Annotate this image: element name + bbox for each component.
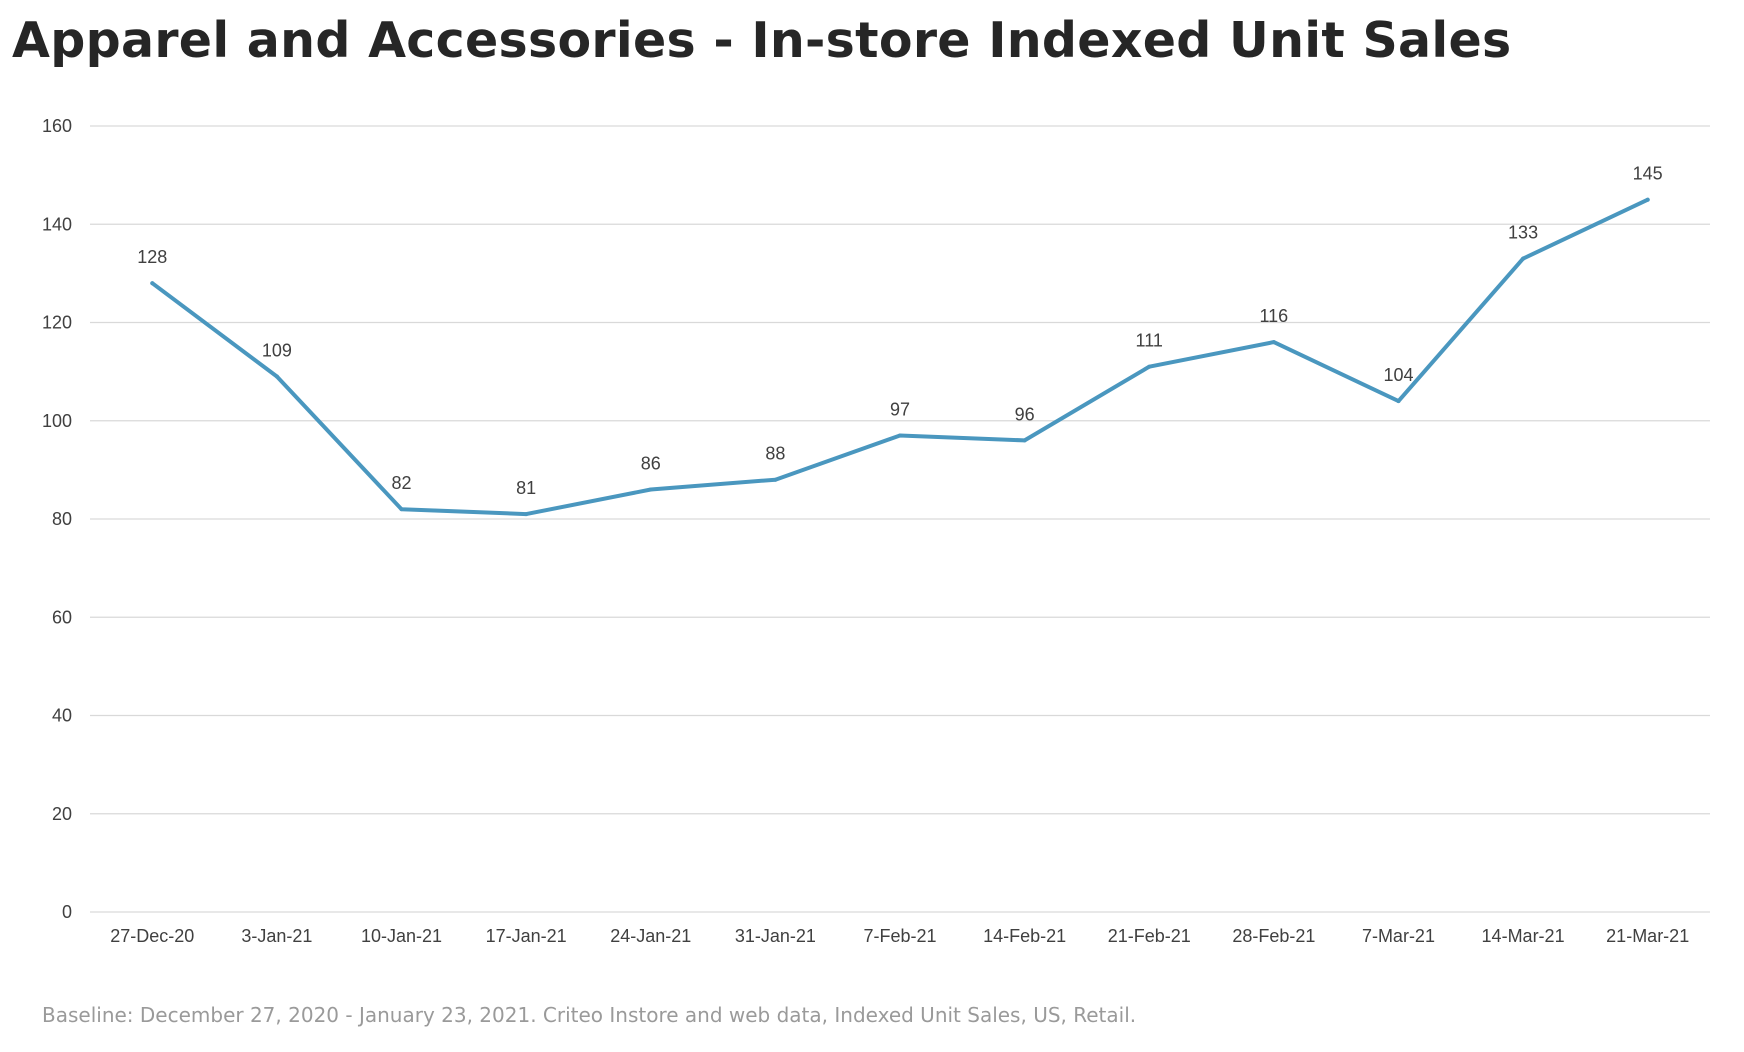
data-label: 104 bbox=[1383, 365, 1413, 385]
data-labels: 128 109 82 81 86 88 97 96 111 116 104 133 145 bbox=[137, 164, 1662, 498]
y-tick-label: 20 bbox=[52, 804, 72, 824]
series-line bbox=[150, 197, 1650, 517]
data-label: 133 bbox=[1508, 223, 1538, 243]
x-tick-label: 7-Mar-21 bbox=[1362, 926, 1435, 946]
data-label: 81 bbox=[516, 478, 536, 498]
chart-title: Apparel and Accessories - In-store Index… bbox=[12, 12, 1512, 69]
y-tick-label: 160 bbox=[42, 116, 72, 136]
data-point bbox=[399, 507, 404, 512]
y-tick-label: 40 bbox=[52, 706, 72, 726]
data-point bbox=[898, 433, 902, 438]
data-point bbox=[773, 477, 778, 482]
x-tick-label: 21-Feb-21 bbox=[1108, 926, 1191, 946]
gridlines bbox=[90, 125, 1710, 913]
footnote: Baseline: December 27, 2020 - January 23… bbox=[42, 1003, 1137, 1027]
data-label: 109 bbox=[262, 341, 292, 361]
x-tick-label: 31-Jan-21 bbox=[735, 926, 816, 946]
y-tick-label: 120 bbox=[42, 313, 72, 333]
data-point bbox=[1396, 399, 1401, 404]
x-tick-label: 28-Feb-21 bbox=[1232, 926, 1315, 946]
data-point bbox=[1271, 340, 1276, 345]
y-tick-label: 100 bbox=[42, 411, 72, 431]
x-tick-label: 17-Jan-21 bbox=[486, 926, 567, 946]
x-tick-label: 24-Jan-21 bbox=[610, 926, 691, 946]
x-tick-label: 27-Dec-20 bbox=[110, 926, 194, 946]
data-point bbox=[1022, 438, 1027, 443]
x-tick-label: 21-Mar-21 bbox=[1606, 926, 1689, 946]
data-point bbox=[150, 281, 155, 286]
x-tick-label: 7-Feb-21 bbox=[863, 926, 936, 946]
x-tick-label: 10-Jan-21 bbox=[361, 926, 442, 946]
data-point bbox=[1147, 364, 1152, 369]
data-point bbox=[1645, 197, 1650, 202]
y-tick-label: 60 bbox=[52, 607, 72, 627]
data-label: 88 bbox=[765, 444, 785, 464]
y-tick-label: 0 bbox=[62, 902, 72, 922]
data-point bbox=[274, 374, 279, 379]
x-tick-label: 14-Mar-21 bbox=[1482, 926, 1565, 946]
data-label: 82 bbox=[392, 473, 412, 493]
data-point bbox=[524, 512, 529, 517]
data-label: 128 bbox=[137, 247, 167, 267]
y-tick-label: 80 bbox=[52, 509, 72, 529]
data-label: 86 bbox=[641, 454, 661, 474]
data-label: 111 bbox=[1136, 331, 1163, 351]
data-label: 97 bbox=[890, 399, 910, 419]
data-label: 145 bbox=[1633, 164, 1663, 184]
x-axis-tick-labels: 27-Dec-20 3-Jan-21 10-Jan-21 17-Jan-21 24-Ja… bbox=[110, 926, 1689, 946]
x-tick-label: 3-Jan-21 bbox=[241, 926, 312, 946]
series-line bbox=[150, 197, 1650, 517]
y-tick-label: 140 bbox=[42, 214, 72, 234]
data-label: 96 bbox=[1015, 404, 1035, 424]
x-tick-label: 14-Feb-21 bbox=[983, 926, 1066, 946]
data-point bbox=[648, 487, 653, 492]
data-point bbox=[1521, 256, 1526, 261]
y-axis-tick-labels: 0 20 40 60 80 100 120 140 160 bbox=[42, 116, 72, 922]
data-label: 116 bbox=[1259, 306, 1288, 326]
